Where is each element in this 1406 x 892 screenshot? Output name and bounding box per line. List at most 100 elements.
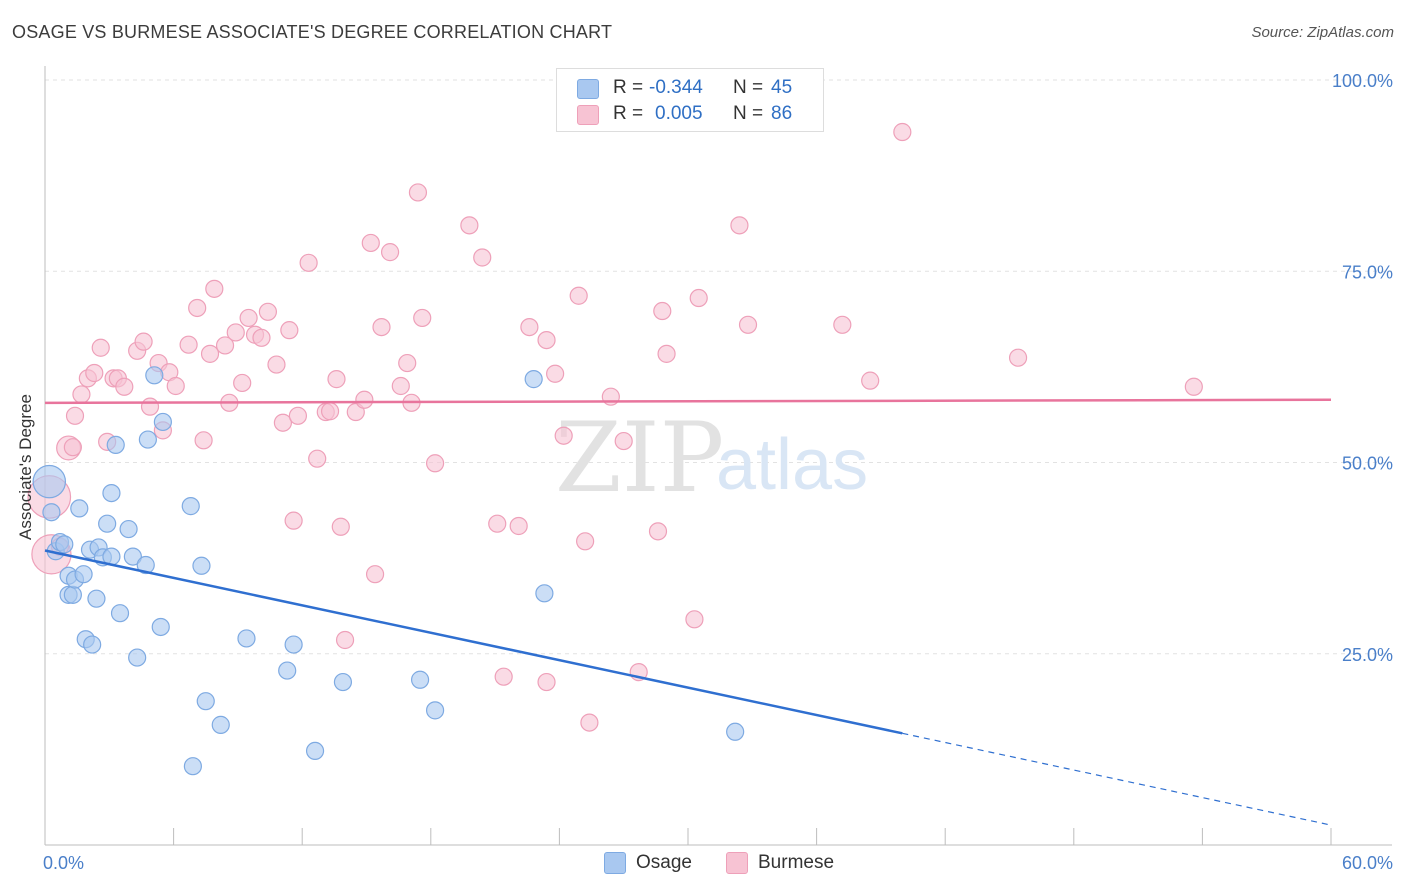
- burmese-point: [335, 630, 355, 650]
- osage-trend-extension: [902, 732, 1332, 826]
- burmese-point: [288, 406, 308, 425]
- burmese-point: [327, 370, 346, 389]
- burmese-point: [140, 397, 160, 416]
- burmese-point: [488, 514, 507, 533]
- watermark-atlas: atlas: [716, 425, 868, 505]
- burmese-point: [576, 532, 595, 551]
- burmese-point: [730, 216, 749, 235]
- burmese-point: [200, 344, 220, 363]
- osage-n-value: 45: [771, 77, 793, 98]
- burmese-point: [893, 122, 912, 142]
- y-tick-label: 50.0%: [1342, 454, 1393, 474]
- burmese-point: [372, 317, 391, 337]
- burmese-legend-label: Burmese: [758, 852, 835, 873]
- osage-swatch: [577, 79, 599, 99]
- burmese-point: [91, 338, 110, 357]
- burmese-n-value: 86: [771, 103, 793, 124]
- burmese-point: [473, 248, 492, 267]
- burmese-point: [833, 315, 852, 334]
- osage-legend-swatch: [604, 852, 626, 874]
- burmese-point: [280, 321, 299, 340]
- burmese-trend-line: [44, 398, 1332, 405]
- burmese-point: [115, 377, 134, 396]
- n-label: N =: [733, 77, 764, 98]
- osage-point: [153, 412, 172, 432]
- osage-point: [102, 484, 121, 503]
- burmese-point: [520, 317, 539, 337]
- osage-point: [237, 629, 256, 648]
- burmese-point: [554, 426, 573, 445]
- osage-point: [106, 435, 125, 455]
- burmese-point: [252, 328, 271, 347]
- burmese-point: [494, 667, 513, 686]
- burmese-point: [308, 449, 327, 468]
- burmese-point: [569, 286, 588, 305]
- r-label: R =: [613, 77, 644, 98]
- burmese-point: [653, 301, 672, 321]
- burmese-point: [194, 431, 213, 450]
- burmese-point: [460, 216, 479, 235]
- burmese-swatch: [577, 105, 599, 125]
- osage-point: [128, 648, 147, 667]
- burmese-point: [239, 308, 258, 328]
- osage-point: [87, 589, 106, 608]
- burmese-point: [299, 253, 318, 272]
- burmese-point: [273, 413, 293, 432]
- burmese-point: [413, 308, 432, 328]
- burmese-point: [648, 522, 668, 541]
- burmese-point: [361, 233, 380, 253]
- x-tick-label-min: 0.0%: [43, 853, 84, 873]
- osage-point: [83, 635, 102, 654]
- osage-point: [70, 499, 89, 518]
- burmese-point: [537, 672, 556, 692]
- trend-lines: [44, 398, 1332, 826]
- burmese-point: [391, 376, 410, 396]
- osage-point: [524, 370, 543, 389]
- osage-point: [535, 584, 554, 603]
- osage-point: [136, 555, 155, 575]
- axes: [44, 66, 1392, 846]
- burmese-point: [1008, 348, 1028, 367]
- burmese-point: [546, 364, 565, 383]
- watermark-zip: ZIP: [555, 402, 724, 514]
- burmese-point: [331, 517, 350, 536]
- correlation-legend: R = -0.344 N = 45 R = 0.005 N = 86: [556, 68, 824, 132]
- osage-point: [74, 565, 93, 584]
- osage-r-value: -0.344: [649, 77, 703, 98]
- burmese-point: [380, 243, 400, 262]
- burmese-point: [509, 516, 528, 536]
- osage-point: [183, 757, 202, 776]
- osage-point: [333, 672, 353, 692]
- y-tick-label: 75.0%: [1342, 262, 1393, 282]
- osage-point: [42, 503, 61, 522]
- burmese-point: [614, 431, 633, 451]
- osage-point: [211, 715, 230, 734]
- osage-legend-label: Osage: [636, 852, 692, 873]
- y-tick-label: 25.0%: [1342, 645, 1393, 665]
- burmese-point: [188, 298, 207, 318]
- burmese-point: [85, 363, 104, 383]
- source-label: Source: ZipAtlas.com: [1251, 24, 1394, 41]
- osage-trend-line: [44, 549, 903, 735]
- osage-points: [32, 366, 745, 776]
- burmese-r-value: 0.005: [655, 103, 703, 124]
- burmese-point: [72, 385, 91, 404]
- osage-point: [119, 519, 138, 539]
- burmese-point: [1184, 377, 1203, 396]
- osage-point: [138, 430, 157, 449]
- osage-point: [98, 514, 117, 533]
- burmese-point: [408, 183, 428, 202]
- burmese-point: [258, 302, 278, 321]
- burmese-point: [284, 511, 303, 530]
- burmese-point: [63, 438, 82, 457]
- osage-point: [410, 670, 430, 689]
- osage-point: [181, 497, 200, 516]
- burmese-point: [226, 323, 245, 342]
- burmese-point: [861, 371, 880, 390]
- burmese-point: [179, 335, 198, 354]
- burmese-point: [365, 565, 385, 584]
- burmese-point: [398, 353, 417, 373]
- osage-point: [110, 604, 130, 623]
- osage-point: [63, 585, 82, 604]
